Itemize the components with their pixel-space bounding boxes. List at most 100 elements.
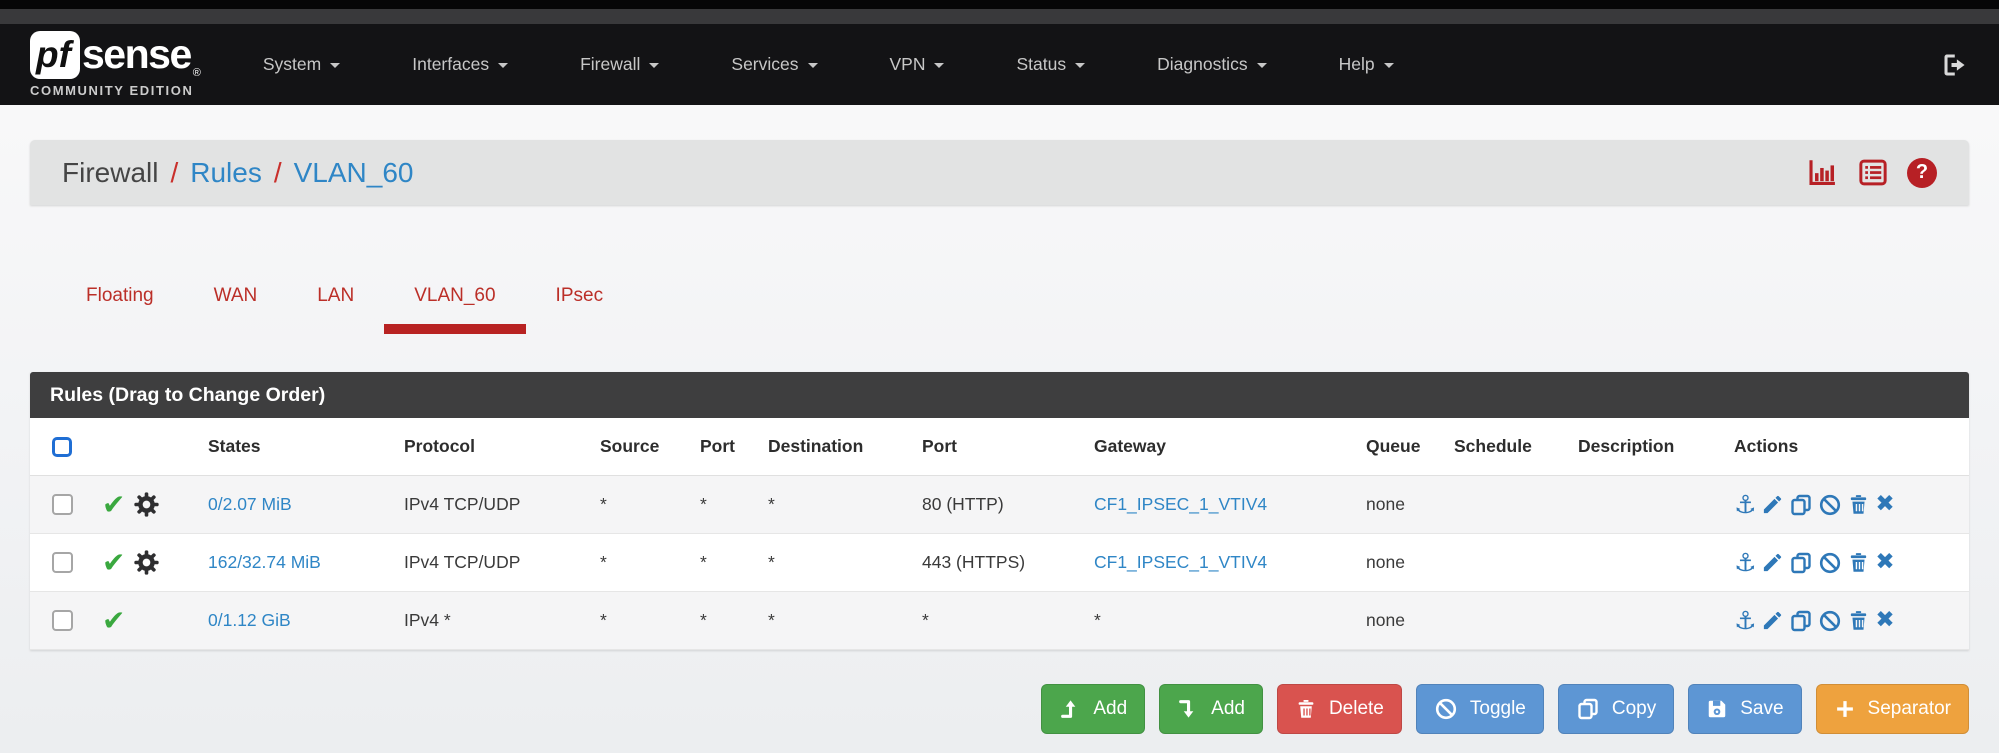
pass-check-icon: ✔: [102, 604, 126, 636]
rule-row-3[interactable]: ✔ 0/1.12 GiB IPv4 * * * * * * none ⚓: [30, 591, 1969, 650]
save-button[interactable]: Save: [1688, 684, 1802, 734]
nav-item-services[interactable]: Services: [695, 54, 853, 75]
nav-item-system[interactable]: System: [227, 54, 376, 75]
states-link[interactable]: 0/2.07 MiB: [208, 494, 292, 514]
copy-icon[interactable]: [1789, 609, 1813, 633]
gateway-link[interactable]: CF1_IPSEC_1_VTIV4: [1094, 552, 1268, 572]
nav-item-interfaces[interactable]: Interfaces: [376, 54, 544, 75]
copy-icon[interactable]: [1789, 493, 1813, 517]
toggle-button[interactable]: Toggle: [1415, 684, 1544, 734]
nav-item-diagnostics[interactable]: Diagnostics: [1121, 54, 1302, 75]
cell-schedule: [1446, 533, 1570, 592]
rules-action-buttons: Add Add Delete Toggle: [30, 684, 1969, 734]
pfsense-logo-sense: sense: [82, 31, 192, 77]
tab-vlan60[interactable]: VLAN_60: [384, 285, 526, 334]
pfsense-logo[interactable]: pf sense ® COMMUNITY EDITION: [30, 31, 201, 98]
interface-tabs: Floating WAN LAN VLAN_60 IPsec: [30, 285, 1969, 334]
gateway-link[interactable]: CF1_IPSEC_1_VTIV4: [1094, 494, 1268, 514]
anchor-icon[interactable]: ⚓: [1734, 606, 1757, 635]
row-checkbox[interactable]: [52, 552, 73, 573]
col-dest-port: Port: [914, 418, 1086, 476]
nav-item-help[interactable]: Help: [1303, 54, 1430, 75]
rule-row-2[interactable]: ✔: [30, 533, 1969, 592]
disable-ban-icon[interactable]: [1818, 493, 1842, 517]
cell-port: *: [692, 591, 760, 650]
cell-queue: none: [1358, 533, 1446, 592]
col-protocol: Protocol: [396, 418, 592, 476]
tab-wan[interactable]: WAN: [213, 285, 258, 306]
window-title-strip: [0, 9, 1999, 24]
registered-mark: ®: [192, 67, 201, 79]
log-list-icon[interactable]: [1857, 157, 1889, 188]
plus-icon: [1836, 701, 1853, 717]
cell-dest-port: 80 (HTTP): [914, 475, 1086, 534]
row-checkbox[interactable]: [52, 610, 73, 631]
col-actions: Actions: [1726, 418, 1969, 476]
nav-item-status[interactable]: Status: [980, 54, 1121, 75]
tab-floating[interactable]: Floating: [86, 285, 154, 306]
row-checkbox[interactable]: [52, 494, 73, 515]
select-all-checkbox[interactable]: [52, 436, 72, 457]
sign-out-icon[interactable]: [1941, 51, 1969, 79]
delete-button[interactable]: Delete: [1276, 684, 1402, 734]
breadcrumb-firewall: Firewall: [62, 156, 159, 188]
nav-item-vpn[interactable]: VPN: [854, 54, 981, 75]
col-queue: Queue: [1358, 418, 1446, 476]
pfsense-logo-pf-box: pf: [30, 31, 80, 79]
breadcrumb-bar: Firewall / Rules / VLAN_60: [30, 140, 1969, 205]
close-x-icon[interactable]: ✖: [1875, 491, 1895, 517]
copy-icon: [1578, 698, 1598, 720]
close-x-icon[interactable]: ✖: [1875, 549, 1895, 575]
cell-protocol: IPv4 TCP/UDP: [396, 533, 592, 592]
cell-source: *: [592, 475, 692, 534]
disable-ban-icon[interactable]: [1818, 609, 1842, 633]
advanced-gear-icon[interactable]: [133, 491, 160, 518]
col-states: States: [200, 418, 396, 476]
tab-lan[interactable]: LAN: [317, 285, 355, 306]
breadcrumb-rules-link[interactable]: Rules: [190, 156, 262, 188]
anchor-icon[interactable]: ⚓: [1734, 490, 1757, 519]
cell-port: *: [692, 475, 760, 534]
states-link[interactable]: 0/1.12 GiB: [208, 610, 291, 630]
level-up-icon: [1061, 700, 1076, 718]
col-source: Source: [592, 418, 692, 476]
breadcrumb-vlan60-link[interactable]: VLAN_60: [293, 156, 414, 188]
floppy-save-icon: [1708, 700, 1726, 718]
edit-pencil-icon[interactable]: [1761, 609, 1784, 632]
advanced-gear-icon[interactable]: [133, 549, 160, 576]
rule-row-1[interactable]: ✔: [30, 475, 1969, 534]
tab-ipsec[interactable]: IPsec: [555, 285, 604, 306]
col-description: Description: [1570, 418, 1726, 476]
separator-button[interactable]: Separator: [1815, 684, 1969, 734]
caret-down-icon: [934, 63, 945, 68]
copy-button[interactable]: Copy: [1557, 684, 1675, 734]
community-edition-label: COMMUNITY EDITION: [30, 83, 194, 98]
trash-icon: [1298, 700, 1314, 718]
breadcrumb-separator: /: [170, 156, 179, 188]
edit-pencil-icon[interactable]: [1761, 493, 1784, 516]
delete-trash-icon[interactable]: [1847, 609, 1870, 632]
table-header-row: States Protocol Source Port Destination …: [30, 418, 1969, 476]
pass-check-icon: ✔: [102, 546, 126, 578]
edit-pencil-icon[interactable]: [1761, 551, 1784, 574]
add-rule-bottom-button[interactable]: Add: [1159, 684, 1263, 734]
col-gateway: Gateway: [1086, 418, 1358, 476]
cell-schedule: [1446, 591, 1570, 650]
states-link[interactable]: 162/32.74 MiB: [208, 552, 321, 572]
nav-item-firewall[interactable]: Firewall: [544, 54, 695, 75]
help-icon[interactable]: ?: [1907, 157, 1937, 188]
cell-dest-port: 443 (HTTPS): [914, 533, 1086, 592]
anchor-icon[interactable]: ⚓: [1734, 548, 1757, 577]
disable-ban-icon[interactable]: [1818, 551, 1842, 575]
add-rule-top-button[interactable]: Add: [1041, 684, 1146, 734]
breadcrumb: Firewall / Rules / VLAN_60: [62, 157, 414, 189]
caret-down-icon: [807, 63, 818, 68]
delete-trash-icon[interactable]: [1847, 493, 1870, 516]
delete-trash-icon[interactable]: [1847, 551, 1870, 574]
cell-destination: *: [760, 591, 914, 650]
copy-icon[interactable]: [1789, 551, 1813, 575]
cell-source: *: [592, 533, 692, 592]
states-chart-icon[interactable]: [1805, 157, 1839, 188]
cell-source: *: [592, 591, 692, 650]
close-x-icon[interactable]: ✖: [1875, 607, 1895, 633]
